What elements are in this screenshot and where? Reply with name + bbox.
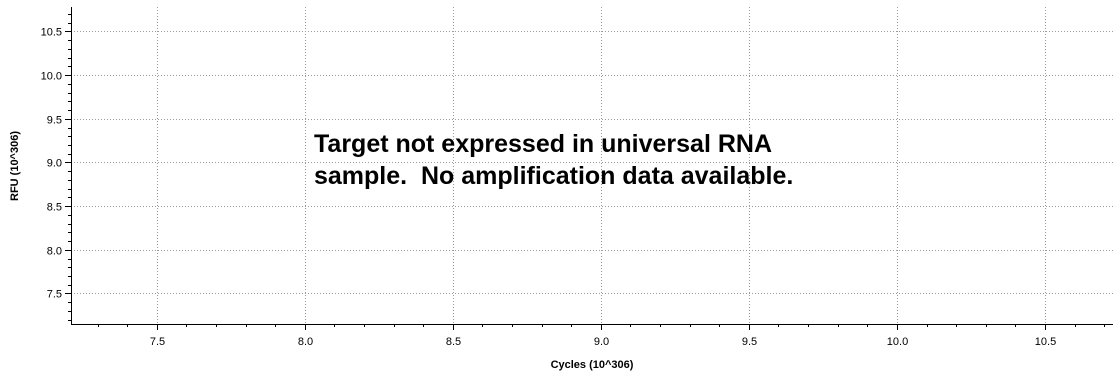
y-tick-label-8.5: 8.5: [47, 202, 62, 214]
y-tick-label-7.5: 7.5: [47, 289, 62, 301]
x-tick-label-10.5: 10.5: [1035, 336, 1056, 348]
x-tick-label-8.5: 8.5: [446, 336, 461, 348]
x-tick-label-9.5: 9.5: [742, 336, 757, 348]
axes: [71, 7, 1113, 325]
x-tick-label-7.5: 7.5: [150, 336, 165, 348]
x-tick-label-10.0: 10.0: [887, 336, 908, 348]
x-tick-label-8.0: 8.0: [298, 336, 313, 348]
gridlines: [71, 7, 1113, 324]
no-data-message: Target not expressed in universal RNA sa…: [314, 128, 793, 192]
y-tick-label-10.0: 10.0: [41, 71, 62, 83]
no-data-message-line1: Target not expressed in universal RNA: [314, 130, 772, 158]
y-tick-label-10.5: 10.5: [41, 27, 62, 39]
y-tick-label-8.0: 8.0: [47, 246, 62, 258]
x-tick-label-9.0: 9.0: [594, 336, 609, 348]
y-axis-title: RFU (10^306): [9, 131, 21, 201]
y-tick-label-9.0: 9.0: [47, 158, 62, 170]
ticks: 7.5 8.0 8.5 9.0 9.5 10.0 10.5 7.5 8.0 8.5 9.0 9.5 10…: [41, 14, 1105, 348]
no-data-message-line2: sample. No amplification data available.: [314, 162, 794, 190]
x-axis-title: Cycles (10^306): [551, 359, 634, 371]
y-tick-label-9.5: 9.5: [47, 115, 62, 127]
